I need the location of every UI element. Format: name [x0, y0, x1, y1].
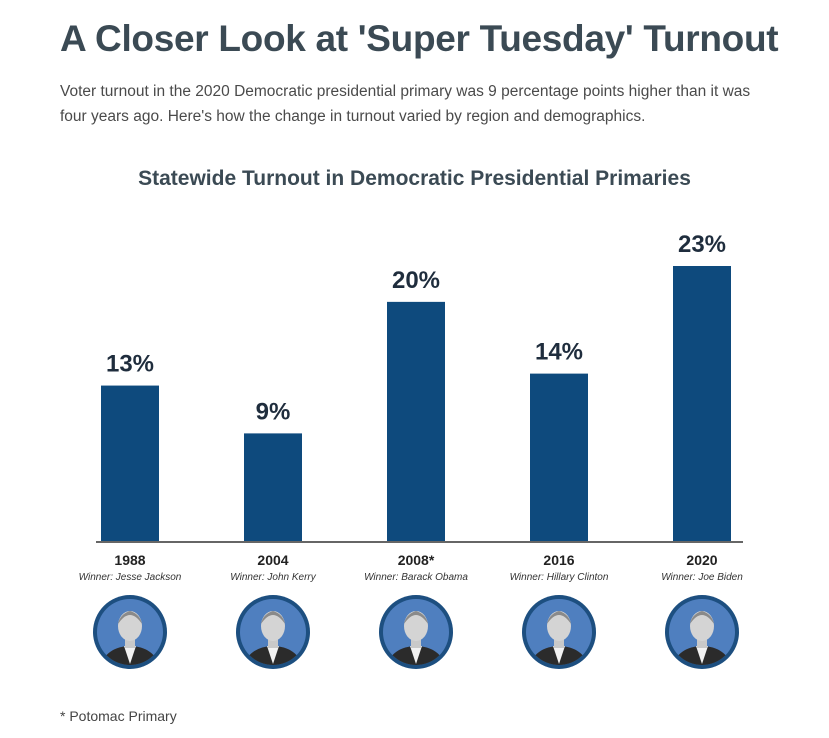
- john-kerry-portrait-icon: [236, 595, 310, 669]
- category-tick-label: 2008*: [398, 552, 435, 568]
- portrait-silhouette: [245, 611, 301, 665]
- hillary-clinton-portrait-icon: [522, 595, 596, 669]
- bars-group: [101, 266, 731, 541]
- bar-value-label: 23%: [678, 231, 726, 258]
- turnout-bar-chart: 13% 1988 Winner: Jesse Jackson 9% 2004 Winner…: [79, 231, 744, 669]
- winner-label: Winner: Joe Biden: [661, 572, 743, 583]
- bar-2008: [387, 301, 445, 541]
- winner-label: Winner: John Kerry: [230, 572, 316, 583]
- bar-2016: [530, 373, 588, 541]
- category-tick-label: 2004: [257, 552, 288, 568]
- bar-2004: [244, 433, 302, 541]
- category-tick-label: 2020: [686, 552, 717, 568]
- portrait-silhouette: [531, 611, 587, 665]
- jesse-jackson-portrait-icon: [93, 595, 167, 669]
- bar-1988: [101, 385, 159, 541]
- winner-label: Winner: Barack Obama: [364, 572, 468, 583]
- page-title: A Closer Look at 'Super Tuesday' Turnout: [60, 18, 779, 59]
- bar-value-label: 9%: [256, 398, 291, 425]
- bar-value-label: 13%: [106, 351, 154, 378]
- portraits-group: [93, 595, 739, 669]
- chart-title: Statewide Turnout in Democratic Presiden…: [138, 167, 691, 190]
- portrait-silhouette: [388, 611, 444, 665]
- joe-biden-portrait-icon: [665, 595, 739, 669]
- portrait-silhouette: [102, 611, 158, 665]
- footnote: * Potomac Primary: [60, 708, 177, 724]
- bar-value-label: 14%: [535, 339, 583, 366]
- bar-value-label: 20%: [392, 267, 440, 294]
- winner-label: Winner: Jesse Jackson: [79, 572, 182, 583]
- category-labels-group: 13% 1988 Winner: Jesse Jackson 9% 2004 Winner…: [79, 231, 744, 583]
- barack-obama-portrait-icon: [379, 595, 453, 669]
- portrait-silhouette: [674, 611, 730, 665]
- bar-2020: [673, 266, 731, 541]
- page-subtitle: Voter turnout in the 2020 Democratic pre…: [60, 83, 751, 125]
- category-tick-label: 2016: [543, 552, 574, 568]
- category-tick-label: 1988: [114, 552, 145, 568]
- winner-label: Winner: Hillary Clinton: [510, 572, 609, 583]
